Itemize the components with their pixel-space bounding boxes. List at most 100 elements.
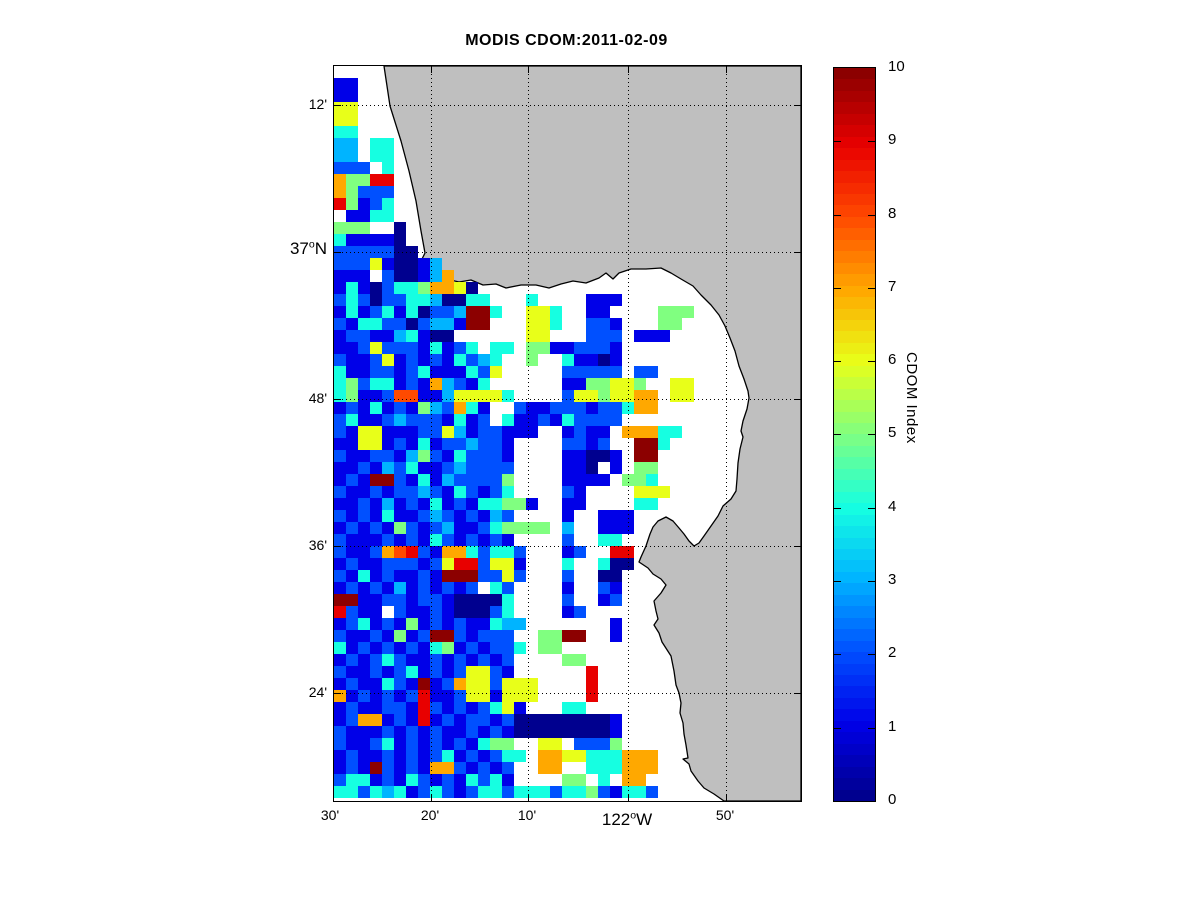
colorbar-tick xyxy=(868,141,875,142)
heatmap-cell xyxy=(334,114,346,126)
heatmap-cell xyxy=(430,786,442,798)
heatmap-cell xyxy=(574,354,586,366)
heatmap-cell xyxy=(346,366,358,378)
heatmap-cell xyxy=(358,642,370,654)
heatmap-cell xyxy=(478,498,490,510)
heatmap-cell xyxy=(610,378,622,390)
heatmap-cell xyxy=(358,318,370,330)
heatmap-cell xyxy=(670,390,682,402)
heatmap-cell xyxy=(334,162,346,174)
colorbar-title: CDOM Index xyxy=(903,352,920,444)
heatmap-cell xyxy=(370,522,382,534)
heatmap-cell xyxy=(550,630,562,642)
heatmap-cell xyxy=(370,618,382,630)
colorbar-band xyxy=(834,125,875,137)
heatmap-cell xyxy=(442,306,454,318)
heatmap-cell xyxy=(334,270,346,282)
heatmap-cell xyxy=(394,726,406,738)
heatmap-cell xyxy=(490,354,502,366)
heatmap-cell xyxy=(418,738,430,750)
heatmap-cell xyxy=(430,582,442,594)
colorbar-band xyxy=(834,755,875,767)
heatmap-cell xyxy=(358,330,370,342)
heatmap-cell xyxy=(394,582,406,594)
heatmap-cell xyxy=(538,402,550,414)
heatmap-cell xyxy=(478,774,490,786)
heatmap-cell xyxy=(478,594,490,606)
colorbar-tick xyxy=(834,581,841,582)
heatmap-cell xyxy=(598,558,610,570)
heatmap-cell xyxy=(406,714,418,726)
heatmap-cell xyxy=(334,534,346,546)
heatmap-cell xyxy=(358,630,370,642)
heatmap-cell xyxy=(442,570,454,582)
heatmap-cell xyxy=(454,306,466,318)
heatmap-cell xyxy=(370,294,382,306)
heatmap-cell xyxy=(502,642,514,654)
heatmap-cell xyxy=(346,558,358,570)
heatmap-cell xyxy=(442,330,454,342)
heatmap-cell xyxy=(406,318,418,330)
heatmap-cell xyxy=(370,606,382,618)
x-tick-label: 122oW xyxy=(601,809,653,829)
colorbar-band xyxy=(834,492,875,503)
heatmap-cell xyxy=(346,690,358,702)
colorbar-band xyxy=(834,228,875,240)
heatmap-cell xyxy=(550,738,562,750)
heatmap-cell xyxy=(514,414,526,426)
heatmap-cell xyxy=(370,234,382,246)
colorbar-tick-label: 6 xyxy=(888,351,897,368)
heatmap-cell xyxy=(430,306,442,318)
colorbar-band xyxy=(834,160,875,171)
colorbar-tick-label: 3 xyxy=(888,571,897,588)
heatmap-cell xyxy=(442,558,454,570)
heatmap-cell xyxy=(346,774,358,786)
heatmap-cell xyxy=(454,642,466,654)
heatmap-cell xyxy=(514,498,526,510)
heatmap-cell xyxy=(442,366,454,378)
heatmap-cell xyxy=(598,570,610,582)
heatmap-cell xyxy=(394,450,406,462)
heatmap-cell xyxy=(502,726,514,738)
heatmap-cell xyxy=(562,414,574,426)
heatmap-cell xyxy=(394,618,406,630)
heatmap-cell xyxy=(430,678,442,690)
heatmap-cell xyxy=(478,666,490,678)
heatmap-cell xyxy=(610,450,622,462)
heatmap-cell xyxy=(406,678,418,690)
colorbar-band xyxy=(834,377,875,389)
heatmap-cell xyxy=(334,702,346,714)
heatmap-cell xyxy=(334,438,346,450)
axis-tick xyxy=(431,66,432,73)
heatmap-cell xyxy=(370,414,382,426)
heatmap-cell xyxy=(442,786,454,798)
heatmap-cell xyxy=(346,522,358,534)
heatmap-cell xyxy=(334,414,346,426)
heatmap-cell xyxy=(382,666,394,678)
heatmap-cell xyxy=(358,222,370,234)
heatmap-cell xyxy=(358,306,370,318)
heatmap-cell xyxy=(334,306,346,318)
heatmap-cell xyxy=(490,666,502,678)
axis-tick xyxy=(528,66,529,73)
heatmap-cell xyxy=(586,450,598,462)
heatmap-cell xyxy=(430,546,442,558)
heatmap-cell xyxy=(394,378,406,390)
heatmap-cell xyxy=(382,498,394,510)
heatmap-cell xyxy=(370,570,382,582)
heatmap-cell xyxy=(598,594,610,606)
heatmap-cell xyxy=(514,402,526,414)
colorbar-band xyxy=(834,457,875,469)
heatmap-cell xyxy=(346,510,358,522)
heatmap-cell xyxy=(550,714,562,726)
heatmap-cell xyxy=(562,726,574,738)
heatmap-cell xyxy=(370,210,382,222)
heatmap-cell xyxy=(538,306,550,318)
heatmap-cell xyxy=(466,726,478,738)
colorbar-band xyxy=(834,560,875,572)
heatmap-cell xyxy=(430,282,442,294)
y-tick-label: 36' xyxy=(308,537,327,553)
heatmap-cell xyxy=(370,642,382,654)
heatmap-cell xyxy=(514,702,526,714)
heatmap-cell xyxy=(478,294,490,306)
